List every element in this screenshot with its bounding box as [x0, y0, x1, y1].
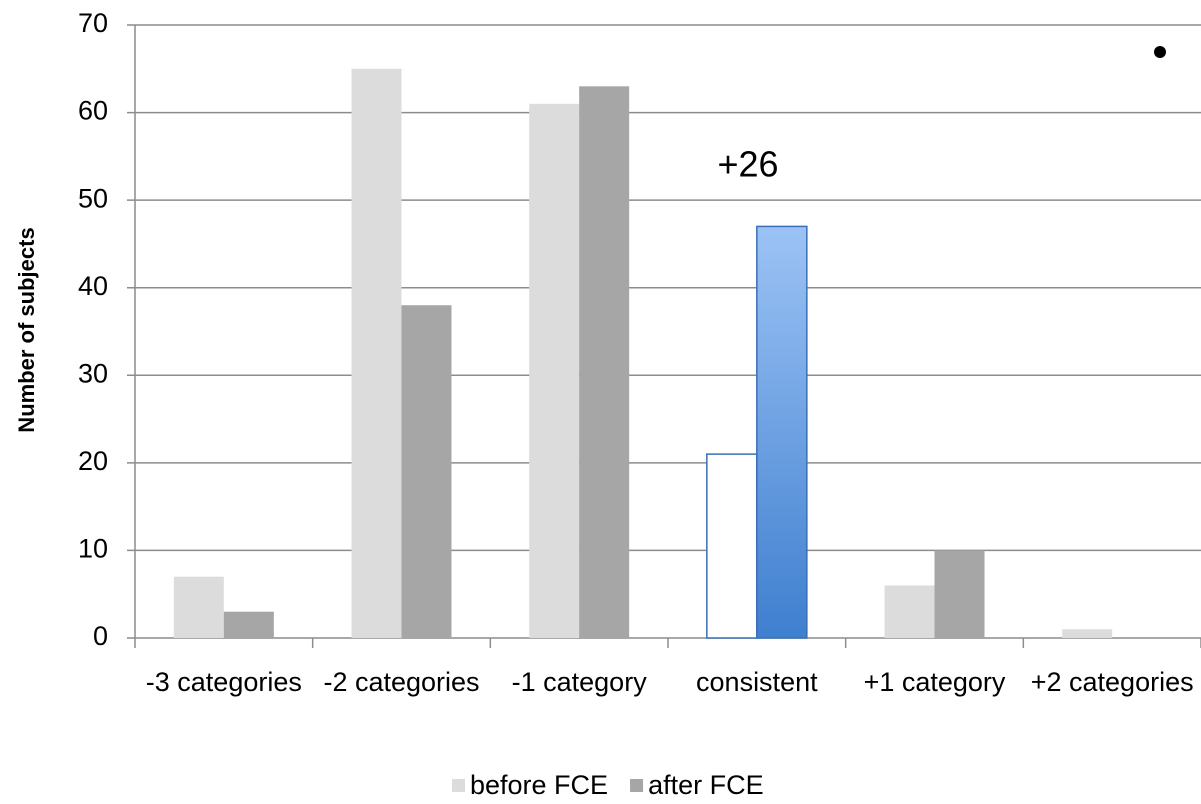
bar	[173, 576, 224, 638]
y-tick-label: 60	[78, 96, 108, 126]
x-tick-label: consistent	[696, 667, 818, 697]
y-tick-label: 0	[93, 621, 108, 651]
bar	[934, 550, 985, 638]
x-tick-label: -3 categories	[146, 667, 302, 697]
x-tick-label: +2 categories	[1031, 667, 1194, 697]
bar	[579, 86, 630, 639]
y-tick-label: 40	[78, 271, 108, 301]
legend-swatch	[630, 779, 644, 792]
bullet	[1154, 46, 1166, 58]
bar	[401, 305, 452, 638]
legend-swatch	[452, 779, 465, 792]
legend-label: before FCE	[470, 770, 608, 800]
y-tick-label: 10	[78, 534, 108, 564]
bar	[706, 453, 758, 639]
x-tick-label: -1 category	[512, 667, 648, 697]
bar	[756, 225, 808, 639]
y-tick-label: 70	[78, 8, 108, 38]
y-tick-label: 20	[78, 446, 108, 476]
bar	[351, 68, 402, 639]
x-tick-label: -2 categories	[323, 667, 479, 697]
annotation: +26	[717, 144, 778, 185]
bar	[1062, 629, 1113, 638]
bar	[223, 611, 274, 638]
x-tick-label: +1 category	[864, 667, 1006, 697]
legend-label: after FCE	[648, 770, 764, 800]
y-tick-label: 50	[78, 183, 108, 213]
bar	[884, 585, 935, 638]
y-axis-title: Number of subjects	[14, 227, 39, 432]
y-tick-label: 30	[78, 358, 108, 388]
bar	[529, 103, 580, 639]
